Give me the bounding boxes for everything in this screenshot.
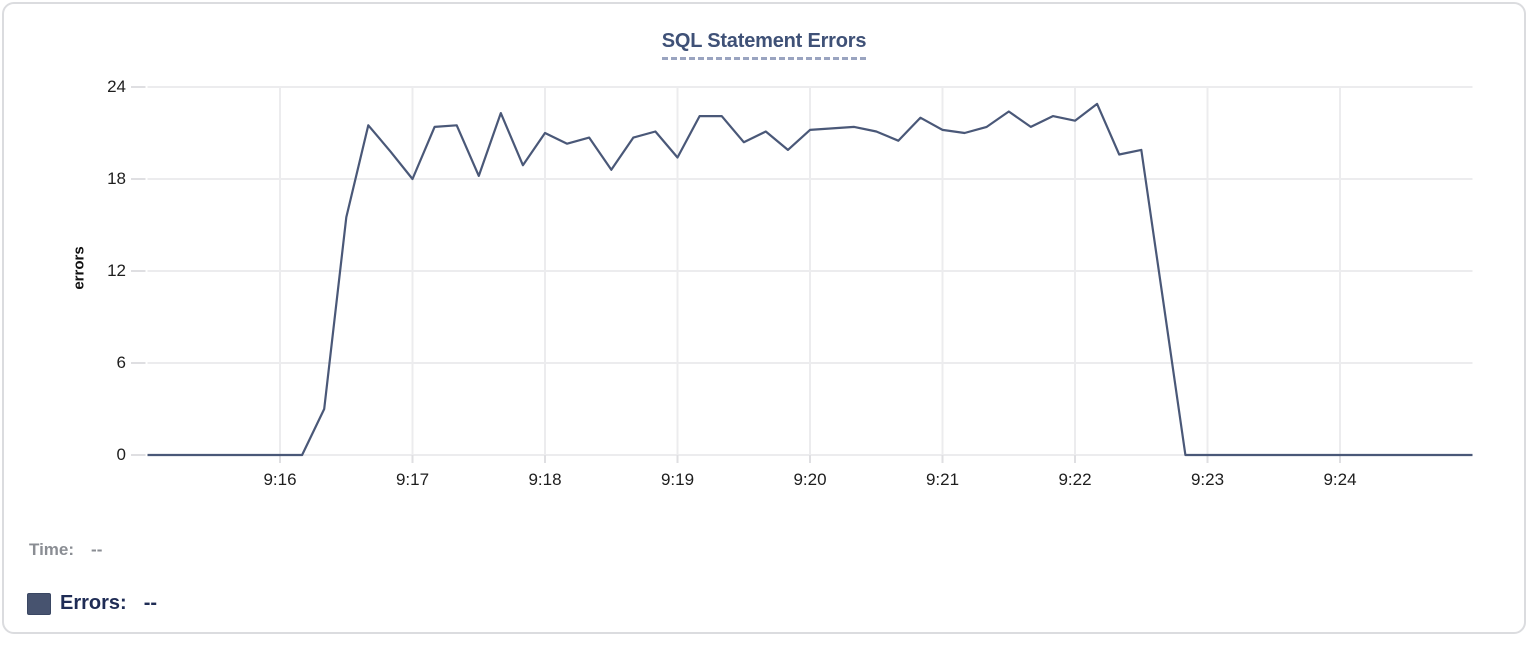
x-tick-label: 9:18 <box>528 470 562 489</box>
hover-readout-legend: Time: -- Errors: -- <box>4 4 1524 632</box>
y-tick-label: 24 <box>107 77 126 96</box>
y-tick-label: 6 <box>116 353 126 372</box>
legend-errors-value: -- <box>143 592 158 614</box>
x-tick-label: 9:21 <box>925 470 960 489</box>
x-tick-label: 9:22 <box>1058 470 1092 489</box>
legend-time-label: Time: <box>29 540 75 559</box>
y-tick-label: 0 <box>116 445 126 464</box>
y-tick-label: 12 <box>107 261 126 280</box>
x-tick-label: 9:24 <box>1323 470 1357 489</box>
legend-errors-label: Errors: <box>60 592 127 614</box>
y-tick-label: 18 <box>107 169 126 188</box>
chart-header: SQL Statement Errors <box>4 30 1524 60</box>
gridlines <box>147 86 1473 456</box>
legend-row-time: Time: -- <box>29 540 102 560</box>
error-series-line <box>147 102 1473 457</box>
x-tick-label: 9:17 <box>395 470 430 489</box>
x-tick-label: 9:19 <box>660 470 695 489</box>
x-tick-label: 9:20 <box>793 470 827 489</box>
errors-line-chart-plot[interactable] <box>4 4 1528 534</box>
x-tick-label: 9:16 <box>263 470 297 489</box>
legend-time-value: -- <box>91 540 103 559</box>
errors-series-swatch-icon <box>27 592 51 615</box>
chart-card: SQL Statement Errors errors 0 6 12 18 24 9:1… <box>2 2 1526 634</box>
axis-tick-marks <box>131 86 1341 463</box>
legend-row-errors: Errors: -- <box>27 592 157 615</box>
chart-title[interactable]: SQL Statement Errors <box>661 30 866 60</box>
x-tick-label: 9:23 <box>1190 470 1225 489</box>
